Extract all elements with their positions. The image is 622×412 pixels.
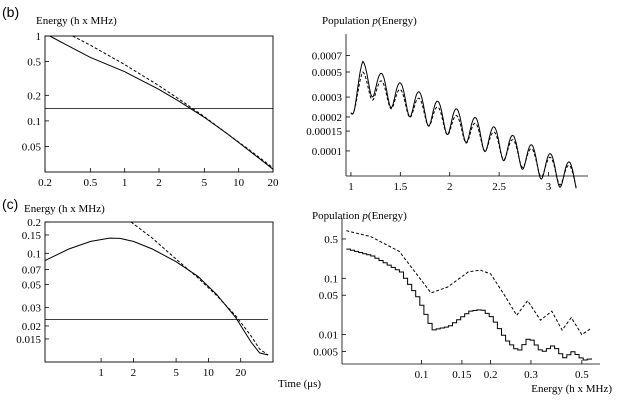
chart-b-population-ytick-label: 0.00015 (306, 126, 342, 138)
chart-b-energy-ytick-label: 0.2 (27, 90, 41, 102)
chart-b-energy-xtick-label: 0.5 (83, 177, 97, 189)
chart-c-population: Population p(Energy) Energy (h x MHz) 0.… (312, 210, 612, 395)
chart-c-population-xtick-label: 0.2 (484, 369, 498, 381)
chart-b-population-xtick-label: 3 (546, 181, 552, 193)
chart-c-energy-title: Energy (h x MHz) (24, 203, 105, 215)
chart-b-population-xtick-label: 1.5 (393, 181, 407, 193)
chart-b-energy: Energy (h x MHz) 0.2 0.5 1 2 5 10 20 1 0.5 0.2 0.1… (22, 15, 279, 189)
chart-b-population-xtick-label: 2.5 (492, 181, 506, 193)
chart-b-energy-xtick-label: 0.2 (38, 177, 52, 189)
chart-c-population-xtick-label: 0.3 (524, 369, 538, 381)
chart-c-energy-ytick-label: 0.07 (22, 264, 42, 276)
chart-c-population-title: Population p(Energy) (312, 210, 407, 222)
chart-c-population-ytick-label: 0.5 (324, 234, 338, 246)
chart-c-energy-xtick-label: 5 (173, 367, 179, 379)
chart-b-energy-ytick-label: 1 (36, 31, 42, 43)
chart-b-energy-xtick-label: 20 (268, 177, 280, 189)
chart-c-energy-ytick-label: 0.05 (22, 280, 42, 292)
chart-c-population-series-stepped (346, 248, 592, 361)
chart-c-population-ytick-label: 0.05 (319, 290, 339, 302)
chart-b-population-ytick-label: 0.0003 (312, 92, 343, 104)
chart-b-energy-ytick-label: 0.5 (27, 57, 41, 69)
chart-b-energy-xtick-label: 10 (233, 177, 245, 189)
chart-b-population-title: Population p(Energy) (322, 15, 417, 27)
chart-b-energy-title: Energy (h x MHz) (36, 15, 117, 27)
chart-c-population-xlabel: Energy (h x MHz) (531, 383, 612, 395)
chart-b-population-series-solid (350, 60, 577, 189)
panel-label-b: (b) (2, 4, 19, 20)
chart-b-population-ytick-label: 0.0001 (312, 146, 342, 158)
chart-c-energy-series-solid (44, 237, 269, 356)
chart-c-energy-ytick-label: 0.2 (27, 217, 41, 229)
chart-c-energy-series-dashed (130, 221, 269, 356)
chart-b-population-ytick-label: 0.0002 (312, 112, 342, 124)
panel-label-c: (c) (2, 196, 18, 212)
chart-b-population-xtick-label: 2 (447, 181, 453, 193)
chart-b-population-xtick-label: 1 (348, 181, 354, 193)
chart-c-population-series-dashed (346, 230, 592, 336)
chart-c-population-ytick-label: 0.1 (324, 273, 338, 285)
chart-c-population-ytick-label: 0.01 (319, 330, 338, 342)
chart-c-energy: Energy (h x MHz) Time (μs) 1 2 5 10 200.20.1… (16, 203, 321, 390)
chart-c-energy-xtick-label: 2 (131, 367, 137, 379)
chart-c-energy-xtick-label: 1 (98, 367, 104, 379)
chart-c-energy-xlabel: Time (μs) (278, 378, 321, 390)
chart-c-energy-ytick-label: 0.1 (27, 248, 41, 260)
chart-b-population: Population p(Energy) 1 1.5 2 2.5 3 0.0007 0.00… (306, 15, 588, 193)
chart-c-energy-xtick-label: 10 (203, 367, 215, 379)
chart-b-energy-xtick-label: 5 (202, 177, 208, 189)
chart-b-population-series-dashed (350, 71, 577, 188)
chart-b-energy-series-solid (49, 35, 274, 170)
chart-c-population-xtick-label: 0.5 (575, 369, 589, 381)
chart-c-energy-frame (44, 221, 274, 363)
chart-c-energy-ytick-label: 0.03 (22, 303, 42, 315)
chart-c-population-xtick-label: 0.15 (452, 369, 472, 381)
chart-b-energy-ytick-label: 0.1 (27, 116, 41, 128)
chart-b-energy-ytick-label: 0.05 (22, 141, 42, 153)
chart-b-energy-xtick-label: 2 (156, 177, 162, 189)
chart-b-population-ytick-label: 0.0007 (312, 50, 343, 62)
chart-b-energy-series-dashed (72, 35, 274, 169)
chart-b-population-ytick-label: 0.0005 (312, 67, 343, 79)
chart-b-energy-xtick-label: 1 (122, 177, 128, 189)
chart-b-energy-frame (44, 35, 274, 173)
chart-c-energy-ytick-label: 0.015 (16, 334, 41, 346)
chart-c-population-xtick-label: 0.1 (415, 369, 429, 381)
chart-c-energy-xtick-label: 20 (235, 367, 247, 379)
chart-c-energy-ytick-label: 0.15 (22, 230, 42, 242)
chart-c-energy-ytick-label: 0.02 (22, 321, 41, 333)
chart-c-population-ytick-label: 0.005 (313, 347, 338, 359)
